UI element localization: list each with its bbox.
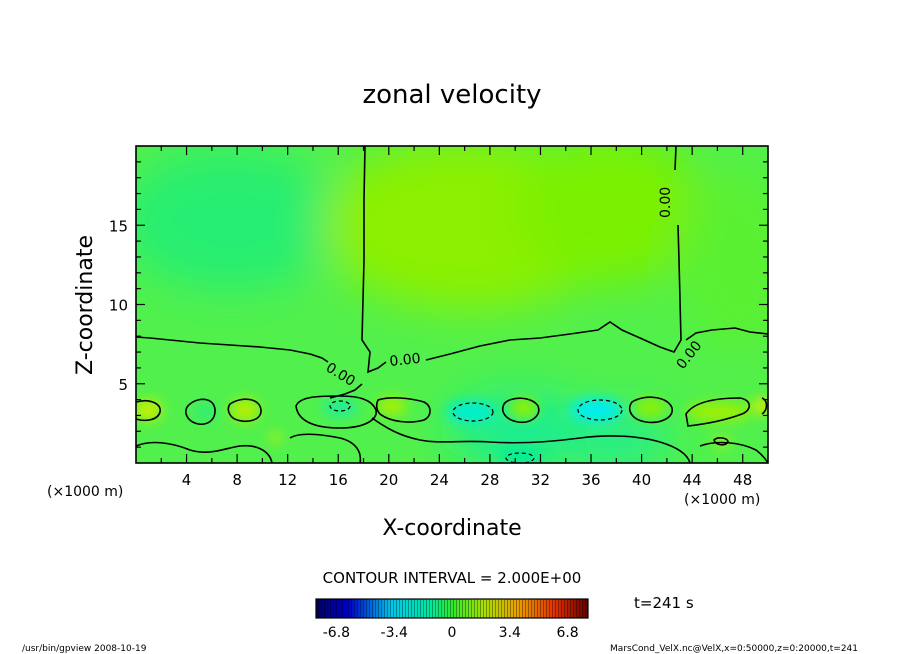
field-cell-pos-2 (231, 399, 259, 421)
contour-lower-deep (371, 417, 691, 463)
dashed-contour-2 (577, 399, 623, 421)
contour-cell-4 (295, 395, 377, 429)
x-tick-label: 40 (632, 471, 651, 489)
y-tick-label: 15 (109, 217, 128, 235)
contour-horizontal-zero (136, 336, 329, 363)
field-cell-pos-8 (269, 434, 281, 442)
x-tick-label: 24 (430, 471, 449, 489)
footer-right: MarsCond_VelX.nc@VelX,x=0:50000,z=0:2000… (610, 644, 858, 654)
x-axis-title: X-coordinate (382, 516, 521, 541)
contour-vertical-right-top (674, 146, 677, 171)
field-cell-pos-3 (378, 397, 406, 415)
x-tick-label: 12 (278, 471, 297, 489)
x-tick-label: 16 (329, 471, 348, 489)
colorbar: -6.8 -3.4 0 3.4 6.8 (315, 598, 589, 641)
x-tick-label: 20 (379, 471, 398, 489)
plot-area: 0.00 0.00 0.00 0.00 4 8 12 16 20 24 28 32 36 40 44… (109, 145, 769, 489)
y-tick-marks (136, 161, 768, 448)
contour-mid-span (425, 224, 682, 361)
colorbar-tick-labels: -6.8 -3.4 0 3.4 6.8 (323, 625, 579, 641)
contour-cell-7 (628, 396, 673, 424)
chart-title: zonal velocity (362, 80, 541, 110)
contour-label-2: 0.00 (389, 351, 422, 370)
x-tick-label: 32 (531, 471, 550, 489)
contour-right-tail (685, 327, 768, 341)
field-cell-pos-4 (510, 398, 538, 418)
colorbar-stripes (316, 599, 588, 618)
colorbar-tick-label: -6.8 (323, 625, 350, 641)
footer-left: /usr/bin/gpview 2008-10-19 (22, 644, 147, 654)
colorbar-tick-label: 0 (448, 625, 457, 641)
dashed-contour-4 (505, 452, 535, 463)
field-blob-upper-left (136, 150, 340, 290)
field-cell-neg-2 (322, 399, 358, 417)
contour-small-loop (713, 437, 729, 446)
x-tick-label: 8 (232, 471, 242, 489)
contour-vertical-left (361, 146, 387, 374)
contour-cell-9 (761, 397, 768, 415)
field-cell-neg-1 (193, 401, 217, 423)
field-cell-pos-5 (634, 399, 666, 417)
y-tick-label: 5 (118, 376, 128, 394)
dashed-contour-1 (452, 402, 494, 422)
colorbar-tick-label: -3.4 (381, 625, 408, 641)
contour-cell-8 (685, 397, 751, 427)
x-tick-label: 28 (480, 471, 499, 489)
colorbar-tick-label: 3.4 (499, 625, 521, 641)
contour-label-3: 0.00 (658, 187, 674, 218)
field-cell-neg-3 (446, 401, 494, 423)
field-cell-pos-7 (752, 398, 768, 414)
x-axis-unit: (×1000 m) (684, 492, 760, 508)
field-cell-pos-1 (136, 400, 162, 420)
y-axis-unit: (×1000 m) (47, 484, 123, 500)
negative-contours (329, 399, 623, 463)
contour-lower-mid (289, 433, 362, 463)
x-tick-label: 44 (683, 471, 702, 489)
field-blob-right (515, 146, 705, 285)
x-tick-label: 48 (733, 471, 752, 489)
field-cell-neg-5 (498, 448, 542, 463)
contour-cell-5 (375, 397, 431, 423)
contour-cell-2 (185, 398, 216, 425)
y-tick-labels: 5 10 15 (109, 217, 128, 394)
field-blob-far-right (680, 170, 768, 350)
x-tick-marks (160, 146, 744, 463)
contour-cell-1 (136, 399, 161, 422)
contour-lower-left (136, 441, 273, 463)
y-tick-label: 10 (109, 297, 128, 315)
dashed-contour-3 (329, 400, 351, 412)
zero-contours (136, 146, 768, 463)
colorbar-frame (315, 598, 589, 619)
x-tick-label: 36 (581, 471, 600, 489)
y-axis-title: Z-coordinate (73, 235, 98, 375)
contour-cell-6 (502, 397, 540, 424)
x-tick-label: 4 (182, 471, 192, 489)
contour-interval: CONTOUR INTERVAL = 2.000E+00 (323, 569, 582, 587)
colorbar-tick-label: 6.8 (556, 625, 578, 641)
time-label: t=241 s (634, 594, 694, 612)
x-tick-labels: 4 8 12 16 20 24 28 32 36 40 44 48 (182, 471, 752, 489)
contour-cell-3 (227, 398, 262, 423)
